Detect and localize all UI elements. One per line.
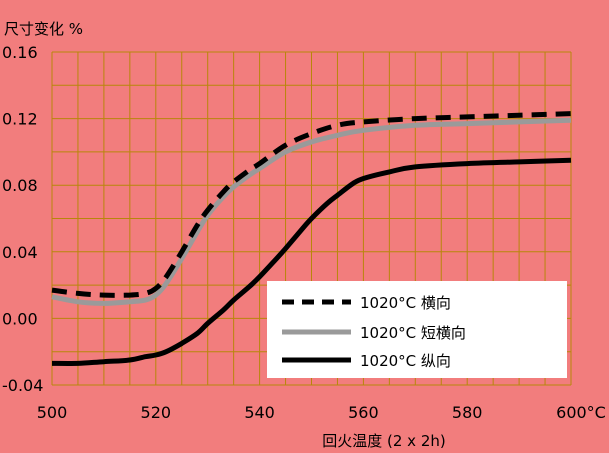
x-tick-label: 540 [244, 403, 275, 422]
legend-label: 1020°C 纵向 [360, 352, 451, 370]
legend-label: 1020°C 短横向 [360, 324, 466, 342]
legend-label: 1020°C 横向 [360, 294, 451, 312]
series-line-2 [51, 157, 572, 366]
legend: 1020°C 横向 1020°C 短横向 1020°C 纵向 [267, 281, 567, 378]
y-tick-label: 0.00 [2, 309, 38, 328]
y-tick-label: -0.04 [2, 376, 43, 395]
x-tick-label: 580 [452, 403, 483, 422]
y-tick-label: 0.04 [2, 243, 38, 262]
y-axis-label: 尺寸变化 % [4, 20, 83, 38]
tick-labels: 500 520 540 560 580 600°C -0.04 0.00 0.04 0.08 0.1… [2, 43, 606, 422]
x-axis-label: 回火温度 (2 x 2h) [322, 432, 445, 450]
x-tick-label: 600°C [556, 403, 606, 422]
y-tick-label: 0.16 [2, 43, 38, 62]
series-line-0 [51, 111, 572, 298]
y-tick-label: 0.12 [2, 110, 38, 129]
x-tick-label: 500 [37, 403, 68, 422]
series-line-1 [51, 117, 572, 306]
x-tick-label: 520 [141, 403, 172, 422]
series-lines [51, 111, 572, 366]
x-tick-label: 560 [348, 403, 379, 422]
y-tick-label: 0.08 [2, 176, 38, 195]
